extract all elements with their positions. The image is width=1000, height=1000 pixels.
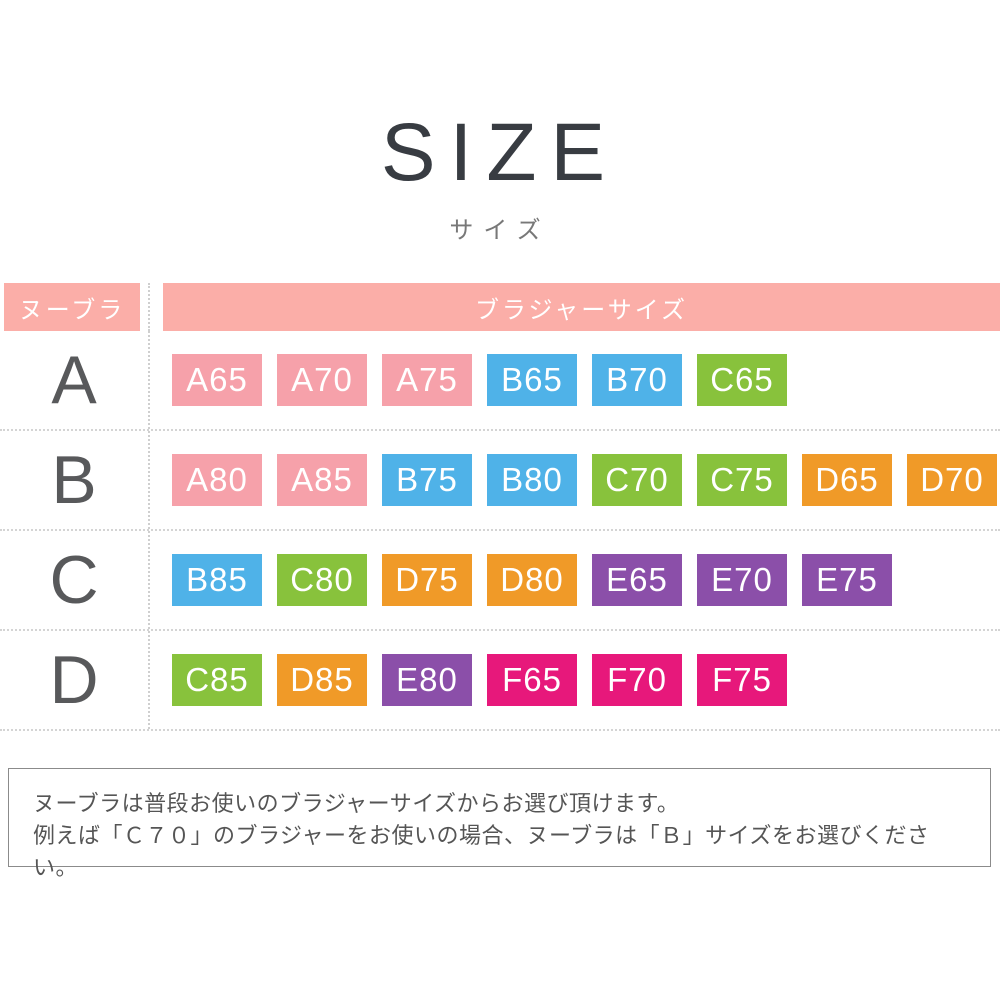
size-badge-D75: D75 xyxy=(382,554,472,606)
note-box: ヌーブラは普段お使いのブラジャーサイズからお選び頂けます。 例えば「Ｃ７０」のブ… xyxy=(8,768,991,880)
size-badge-B65: B65 xyxy=(487,354,577,406)
row-label-cell: B xyxy=(0,431,150,529)
size-badge-A65: A65 xyxy=(172,354,262,406)
page-title: SIZE xyxy=(380,107,620,198)
size-badge-C85: C85 xyxy=(172,654,262,706)
badge-strip: B85 C80 D75 D80 E65 E70 E75 xyxy=(150,531,1000,629)
size-badge-C65: C65 xyxy=(697,354,787,406)
badge-strip: A80 A85 B75 B80 C70 C75 D65 D70 xyxy=(150,431,1000,529)
badge-strip: A65 A70 A75 B65 B70 C65 xyxy=(150,331,1000,429)
size-badge-D65: D65 xyxy=(802,454,892,506)
badge-strip: C85 D85 E80 F65 F70 F75 xyxy=(150,631,1000,729)
size-row-A: A A65 A70 A75 B65 B70 C65 xyxy=(0,331,1000,431)
page-subtitle: サイズ xyxy=(449,217,551,244)
size-row-B: B A80 A85 B75 B80 C70 C75 D65 D70 xyxy=(0,431,1000,531)
size-row-D: D C85 D85 E80 F65 F70 F75 xyxy=(0,631,1000,731)
size-badge-C80: C80 xyxy=(277,554,367,606)
size-badge-F65: F65 xyxy=(487,654,577,706)
size-table-rows: A A65 A70 A75 B65 B70 C65 B A80 A85 B75 B80 C70 C75 D6… xyxy=(0,331,1000,731)
nubra-size-label-A: A xyxy=(51,342,97,418)
size-badge-B70: B70 xyxy=(592,354,682,406)
size-badge-A85: A85 xyxy=(277,454,367,506)
size-badge-B75: B75 xyxy=(382,454,472,506)
row-label-cell: A xyxy=(0,331,150,429)
table-header-row: ヌーブラ ブラジャーサイズ xyxy=(0,283,1000,331)
nubra-size-label-C: C xyxy=(49,542,99,618)
size-badge-D85: D85 xyxy=(277,654,367,706)
size-badge-B80: B80 xyxy=(487,454,577,506)
note-line-2: 例えば「Ｃ７０」のブラジャーをお使いの場合、ヌーブラは「Ｂ」サイズをお選びくださ… xyxy=(33,822,930,880)
table-header-left-cell: ヌーブラ xyxy=(0,283,150,331)
size-badge-D80: D80 xyxy=(487,554,577,606)
size-badge-C70: C70 xyxy=(592,454,682,506)
size-badge-A80: A80 xyxy=(172,454,262,506)
header-nubra-label: ヌーブラ xyxy=(4,283,140,331)
size-table: ヌーブラ ブラジャーサイズ A A65 A70 A75 B65 B70 C65 B A80 A85… xyxy=(0,283,1000,731)
size-badge-F70: F70 xyxy=(592,654,682,706)
size-badge-F75: F75 xyxy=(697,654,787,706)
size-badge-C75: C75 xyxy=(697,454,787,506)
size-row-C: C B85 C80 D75 D80 E65 E70 E75 xyxy=(0,531,1000,631)
header-bra-size-label: ブラジャーサイズ xyxy=(163,283,1000,331)
size-badge-E65: E65 xyxy=(592,554,682,606)
row-label-cell: C xyxy=(0,531,150,629)
size-badge-E80: E80 xyxy=(382,654,472,706)
table-header-right-cell: ブラジャーサイズ xyxy=(150,283,1000,331)
nubra-size-label-D: D xyxy=(49,642,99,718)
size-badge-B85: B85 xyxy=(172,554,262,606)
row-label-cell: D xyxy=(0,631,150,729)
size-badge-E75: E75 xyxy=(802,554,892,606)
nubra-size-label-B: B xyxy=(51,442,97,518)
size-badge-A70: A70 xyxy=(277,354,367,406)
size-badge-D70: D70 xyxy=(907,454,997,506)
size-badge-E70: E70 xyxy=(697,554,787,606)
note-line-1: ヌーブラは普段お使いのブラジャーサイズからお選び頂けます。 xyxy=(33,791,680,816)
size-badge-A75: A75 xyxy=(382,354,472,406)
